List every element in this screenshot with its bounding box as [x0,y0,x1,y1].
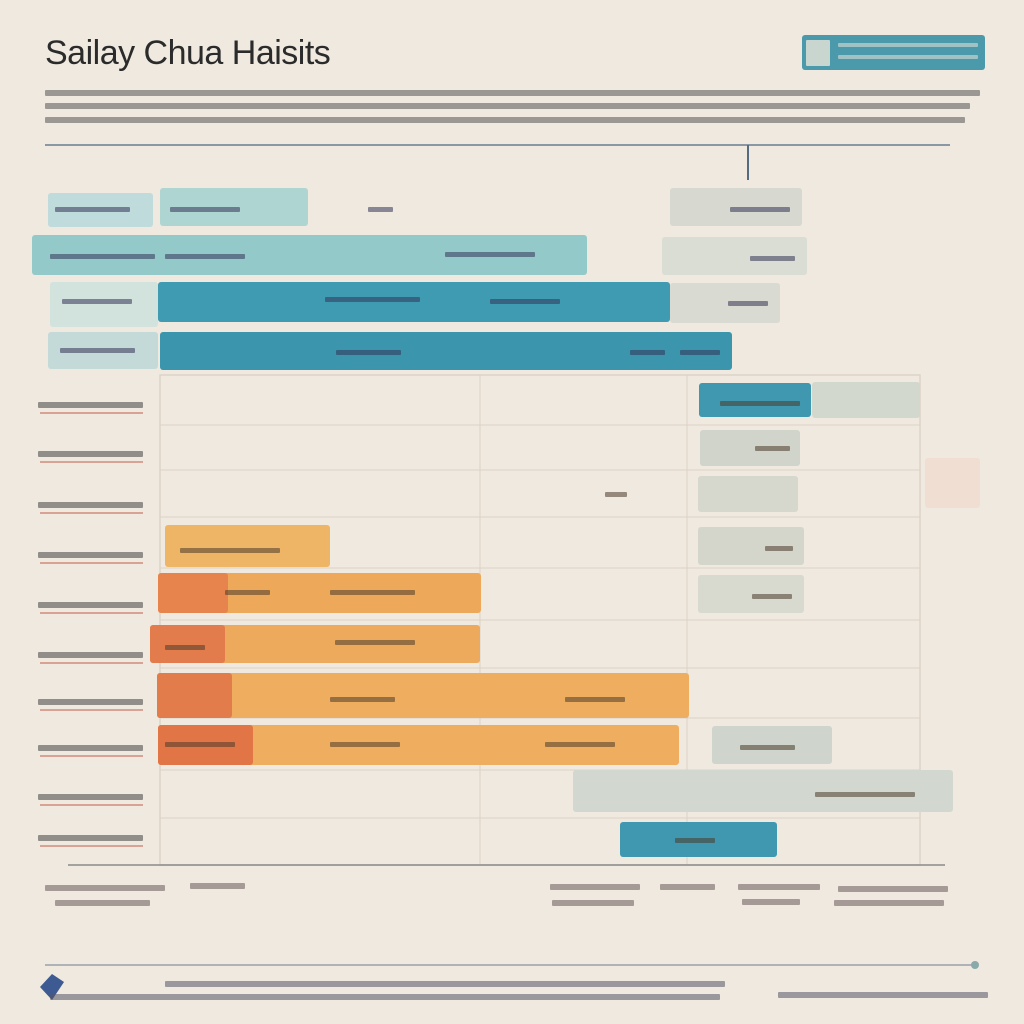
bar [698,575,804,613]
label-box [50,282,158,327]
illegible-text [190,883,245,889]
illegible-text [225,590,270,595]
bar [698,527,804,565]
illegible-text [738,884,820,890]
illegible-text [742,899,800,905]
illegible-text [838,55,978,59]
illegible-text [755,446,790,451]
illegible-text [38,835,143,841]
illegible-text [38,451,143,457]
bar [158,725,679,765]
note-box [925,458,980,508]
illegible-text [165,981,725,987]
bar [699,383,811,417]
illegible-text [778,992,988,998]
bar [698,476,798,512]
illegible-text [330,742,400,747]
illegible-text [605,492,627,497]
illegible-text [565,697,625,702]
logo [40,974,64,1000]
illegible-text [838,43,978,47]
illegible-text [38,402,143,408]
bar [670,283,780,323]
illegible-text [550,884,640,890]
illegible-text [170,207,240,212]
illegible-text [55,207,130,212]
illegible-text [38,502,143,508]
illegible-text [38,794,143,800]
footer-dot [971,961,979,969]
illegible-text [325,297,420,302]
illegible-text [490,299,560,304]
bar [160,332,732,370]
illegible-text [38,602,143,608]
illegible-text [38,552,143,558]
illegible-text [660,884,715,890]
illegible-text [45,103,970,109]
illegible-text [330,697,395,702]
bar [812,382,920,418]
bar [158,573,228,613]
illegible-text [180,548,280,553]
bar [700,430,800,466]
bar [662,237,807,275]
illegible-text [165,254,245,259]
illegible-text [740,745,795,750]
illegible-text [50,994,720,1000]
illegible-text [720,401,800,406]
illegible-text [730,207,790,212]
bar [158,573,481,613]
illegible-text [552,900,634,906]
bar [150,625,480,663]
illegible-text [675,838,715,843]
illegible-text [45,885,165,891]
illegible-text [765,546,793,551]
illegible-text [834,900,944,906]
illegible-text [728,301,768,306]
illegible-text [38,745,143,751]
illegible-text [680,350,720,355]
illegible-text [752,594,792,599]
illegible-text [750,256,795,261]
bar [32,235,587,275]
illegible-text [545,742,615,747]
illegible-text [815,792,915,797]
illegible-text [445,252,535,257]
illegible-text [368,207,393,212]
illegible-text [165,645,205,650]
title: Sailay Chua Haisits [45,34,330,72]
bar [573,770,953,812]
illegible-text [55,900,150,906]
illegible-text [330,590,415,595]
illegible-text [165,742,235,747]
illegible-text [838,886,948,892]
bar [150,625,225,663]
bar [157,673,689,718]
badge-icon [806,40,830,66]
bar [157,673,232,718]
illegible-text [38,699,143,705]
bar [165,525,330,567]
illegible-text [45,117,965,123]
illegible-text [60,348,135,353]
illegible-text [45,90,980,96]
illegible-text [62,299,132,304]
illegible-text [38,652,143,658]
illegible-text [50,254,155,259]
illegible-text [335,640,415,645]
illegible-text [336,350,401,355]
illegible-text [630,350,665,355]
